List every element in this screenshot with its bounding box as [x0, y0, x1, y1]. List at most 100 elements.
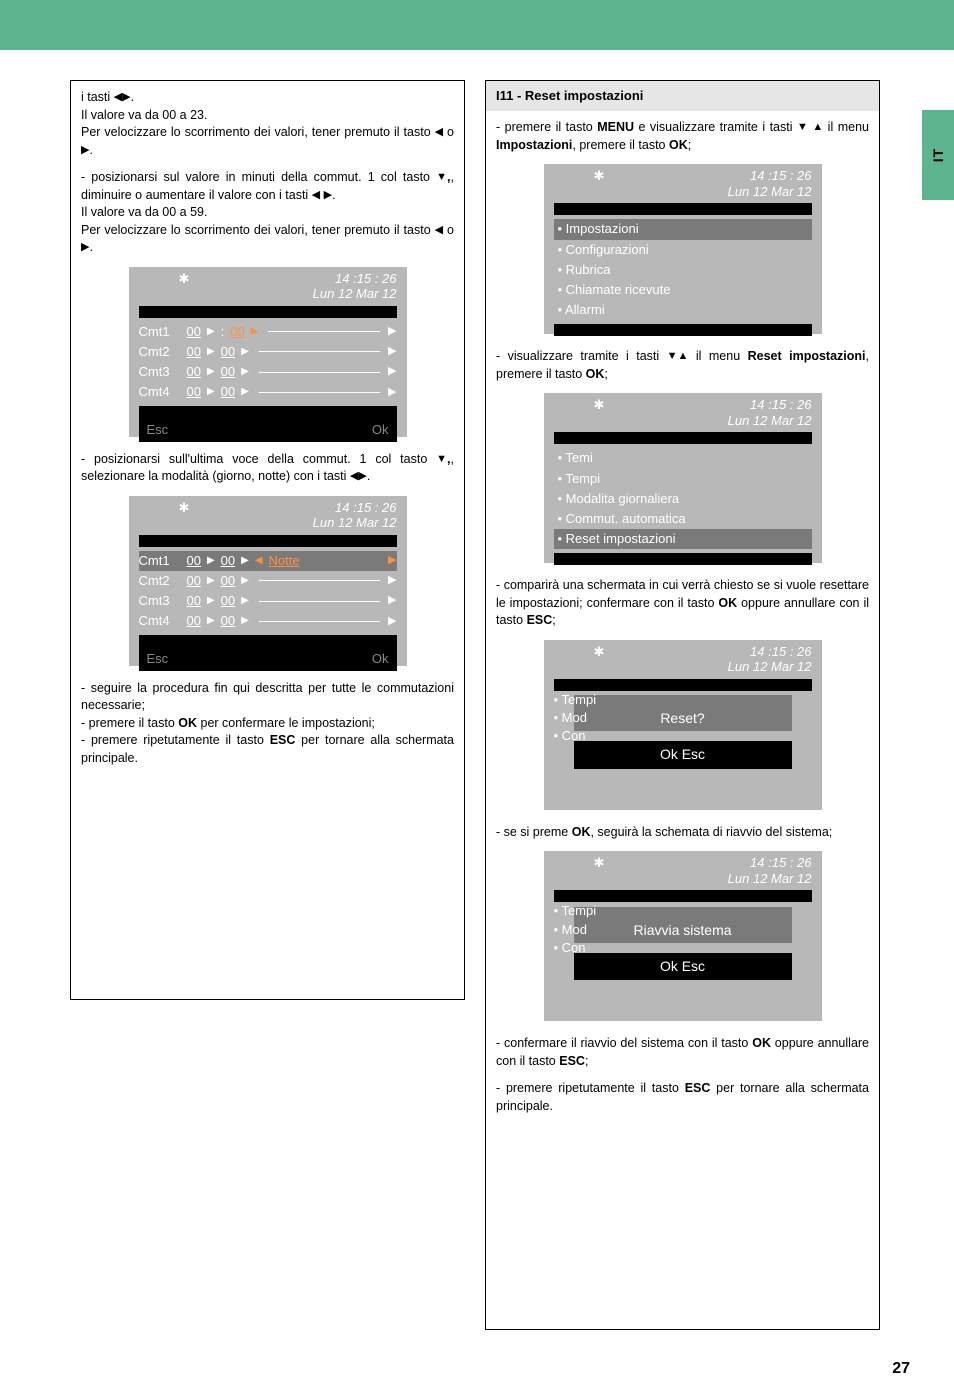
- menu-label: Con: [562, 940, 586, 955]
- left-arrow-icon: ◀: [435, 223, 443, 238]
- left-arrow-icon: ◀: [435, 125, 443, 140]
- menu-label: Temi: [565, 450, 592, 465]
- cmt-row-3: Cmt3 00▶ 00▶ ▶: [139, 362, 397, 382]
- screen-header: ✱ 14 :15 : 26 Lun 12 Mar 12: [544, 851, 822, 888]
- left-p1: i tasti ◀▶. Il valore va da 00 a 23. Per…: [81, 89, 454, 159]
- bold: OK: [572, 825, 591, 839]
- cmt-row-4: Cmt4 00▶ 00▶ ▶: [139, 382, 397, 402]
- right-column: I11 - Reset impostazioni - premere il ta…: [485, 80, 880, 1330]
- text: - premere ripetutamente il tasto: [81, 733, 270, 747]
- mode-value: Notte: [269, 552, 300, 570]
- right-arrow-icon: ▶: [122, 90, 130, 105]
- screen-body: Cmt1 00▶ 00▶ ◀Notte ▶ Cmt2 00▶ 00▶ ▶ Cmt…: [129, 547, 407, 632]
- arrow-icon: ▶: [388, 344, 396, 359]
- dialog-text: Reset?: [660, 710, 704, 726]
- right-p4: - se si preme OK, seguirà la schemata di…: [496, 824, 869, 842]
- left-arrow-icon: ◀: [350, 469, 358, 484]
- hour-value: 00: [187, 552, 201, 570]
- menu-item-reset: • Reset impostazioni: [554, 529, 812, 549]
- page-footer: 27: [0, 1350, 954, 1394]
- star-icon: ✱: [594, 397, 605, 413]
- bold: ESC: [685, 1081, 711, 1095]
- minute-value: 00: [221, 612, 235, 630]
- hour-value: 00: [187, 592, 201, 610]
- down-arrow-icon: ▼: [436, 170, 447, 185]
- arrow-icon: ▶: [388, 553, 396, 568]
- bold: OK: [752, 1036, 771, 1050]
- minute-value: 00: [230, 323, 244, 341]
- cursor-icon: ▶: [207, 365, 215, 379]
- star-icon: ✱: [594, 168, 605, 184]
- screen-cmt-mode: ✱ 14 :15 : 26 Lun 12 Mar 12 Cmt1 00▶ 00▶…: [129, 496, 407, 666]
- screen-footer: Esc Ok: [139, 647, 397, 671]
- menu-label: Tempi: [561, 692, 596, 707]
- screen-divider: [139, 535, 397, 547]
- cmt-label: Cmt4: [139, 612, 181, 630]
- right-p1: - premere il tasto MENU e visualizzare t…: [496, 119, 869, 154]
- arrow-icon: ▶: [388, 324, 396, 339]
- screen-time: 14 :15 : 26: [750, 397, 811, 412]
- underline: [259, 372, 380, 373]
- text: - visualizzare tramite i tasti: [496, 349, 667, 363]
- screen-cmt-minutes: ✱ 14 :15 : 26 Lun 12 Mar 12 Cmt1 00▶: 00…: [129, 267, 407, 437]
- up-arrow-icon: ▲: [812, 120, 823, 135]
- esc-label: Esc: [147, 421, 169, 439]
- text: per confermare le impostazioni;: [197, 716, 375, 730]
- right-p2: - visualizzare tramite i tasti ▼▲ il men…: [496, 348, 869, 383]
- text: ;: [688, 138, 691, 152]
- menu-item-impostazioni: • Impostazioni: [554, 219, 812, 239]
- minute-value: 00: [221, 572, 235, 590]
- dialog-buttons: Ok Esc: [574, 953, 792, 981]
- cursor-icon: ▶: [207, 614, 215, 628]
- bold: ESC: [559, 1054, 585, 1068]
- screen-divider: [554, 203, 812, 215]
- right-arrow-icon: ▶: [358, 469, 366, 484]
- text: .: [332, 188, 335, 202]
- screen-header: ✱ 14 :15 : 26 Lun 12 Mar 12: [544, 164, 822, 201]
- cursor-icon: ▶: [207, 594, 215, 608]
- star-icon: ✱: [179, 500, 190, 516]
- cursor-icon: ▶: [241, 385, 249, 399]
- screen-time: 14 :15 : 26: [335, 500, 396, 515]
- dialog-box: Reset?: [574, 695, 792, 731]
- cursor-icon: ▶: [241, 365, 249, 379]
- cursor-icon: ▶: [207, 345, 215, 359]
- minute-value: 00: [221, 552, 235, 570]
- cursor-icon: ▶: [207, 574, 215, 588]
- text: .: [367, 469, 370, 483]
- menu-label: Con: [562, 728, 586, 743]
- screen-divider: [554, 890, 812, 902]
- minute-value: 00: [221, 343, 235, 361]
- cmt-row-2: Cmt2 00▶ 00▶ ▶: [139, 571, 397, 591]
- menu-label: Impostazioni: [566, 221, 639, 236]
- text: - premere il tasto: [496, 120, 597, 134]
- text: Il valore va da 00 a 59.: [81, 205, 207, 219]
- text: - posizionarsi sul valore in minuti dell…: [81, 170, 436, 184]
- screen-divider: [554, 432, 812, 444]
- hour-value: 00: [187, 343, 201, 361]
- screen-date: Lun 12 Mar 12: [728, 659, 812, 674]
- down-arrow-icon: ▼: [667, 349, 678, 364]
- screen-settings-menu: ✱ 14 :15 : 26 Lun 12 Mar 12 • Temi • Tem…: [544, 393, 822, 563]
- minute-value: 00: [221, 592, 235, 610]
- arrow-icon: ▶: [388, 364, 396, 379]
- screen-restart-dialog: ✱ 14 :15 : 26 Lun 12 Mar 12 • Tempi • Mo…: [544, 851, 822, 1021]
- screen-date: Lun 12 Mar 12: [728, 871, 812, 886]
- menu-label: Reset impostazioni: [566, 531, 676, 546]
- text: - se si preme: [496, 825, 572, 839]
- menu-label: Configurazioni: [566, 242, 649, 257]
- text: ;: [585, 1054, 588, 1068]
- screen-divider: [554, 679, 812, 691]
- cursor-icon: ▶: [207, 554, 215, 568]
- down-arrow-icon: ▼: [797, 120, 808, 135]
- cursor-icon: ▶: [207, 325, 215, 339]
- menu-item: • Configurazioni: [554, 240, 812, 260]
- minute-value: 00: [221, 363, 235, 381]
- cmt-label: Cmt4: [139, 383, 181, 401]
- bold: OK: [178, 716, 197, 730]
- underline: [259, 601, 380, 602]
- text: ;: [552, 613, 555, 627]
- bold: MENU: [597, 120, 634, 134]
- dialog-buttons: Ok Esc: [574, 741, 792, 769]
- dialog-button-labels: Ok Esc: [660, 746, 705, 762]
